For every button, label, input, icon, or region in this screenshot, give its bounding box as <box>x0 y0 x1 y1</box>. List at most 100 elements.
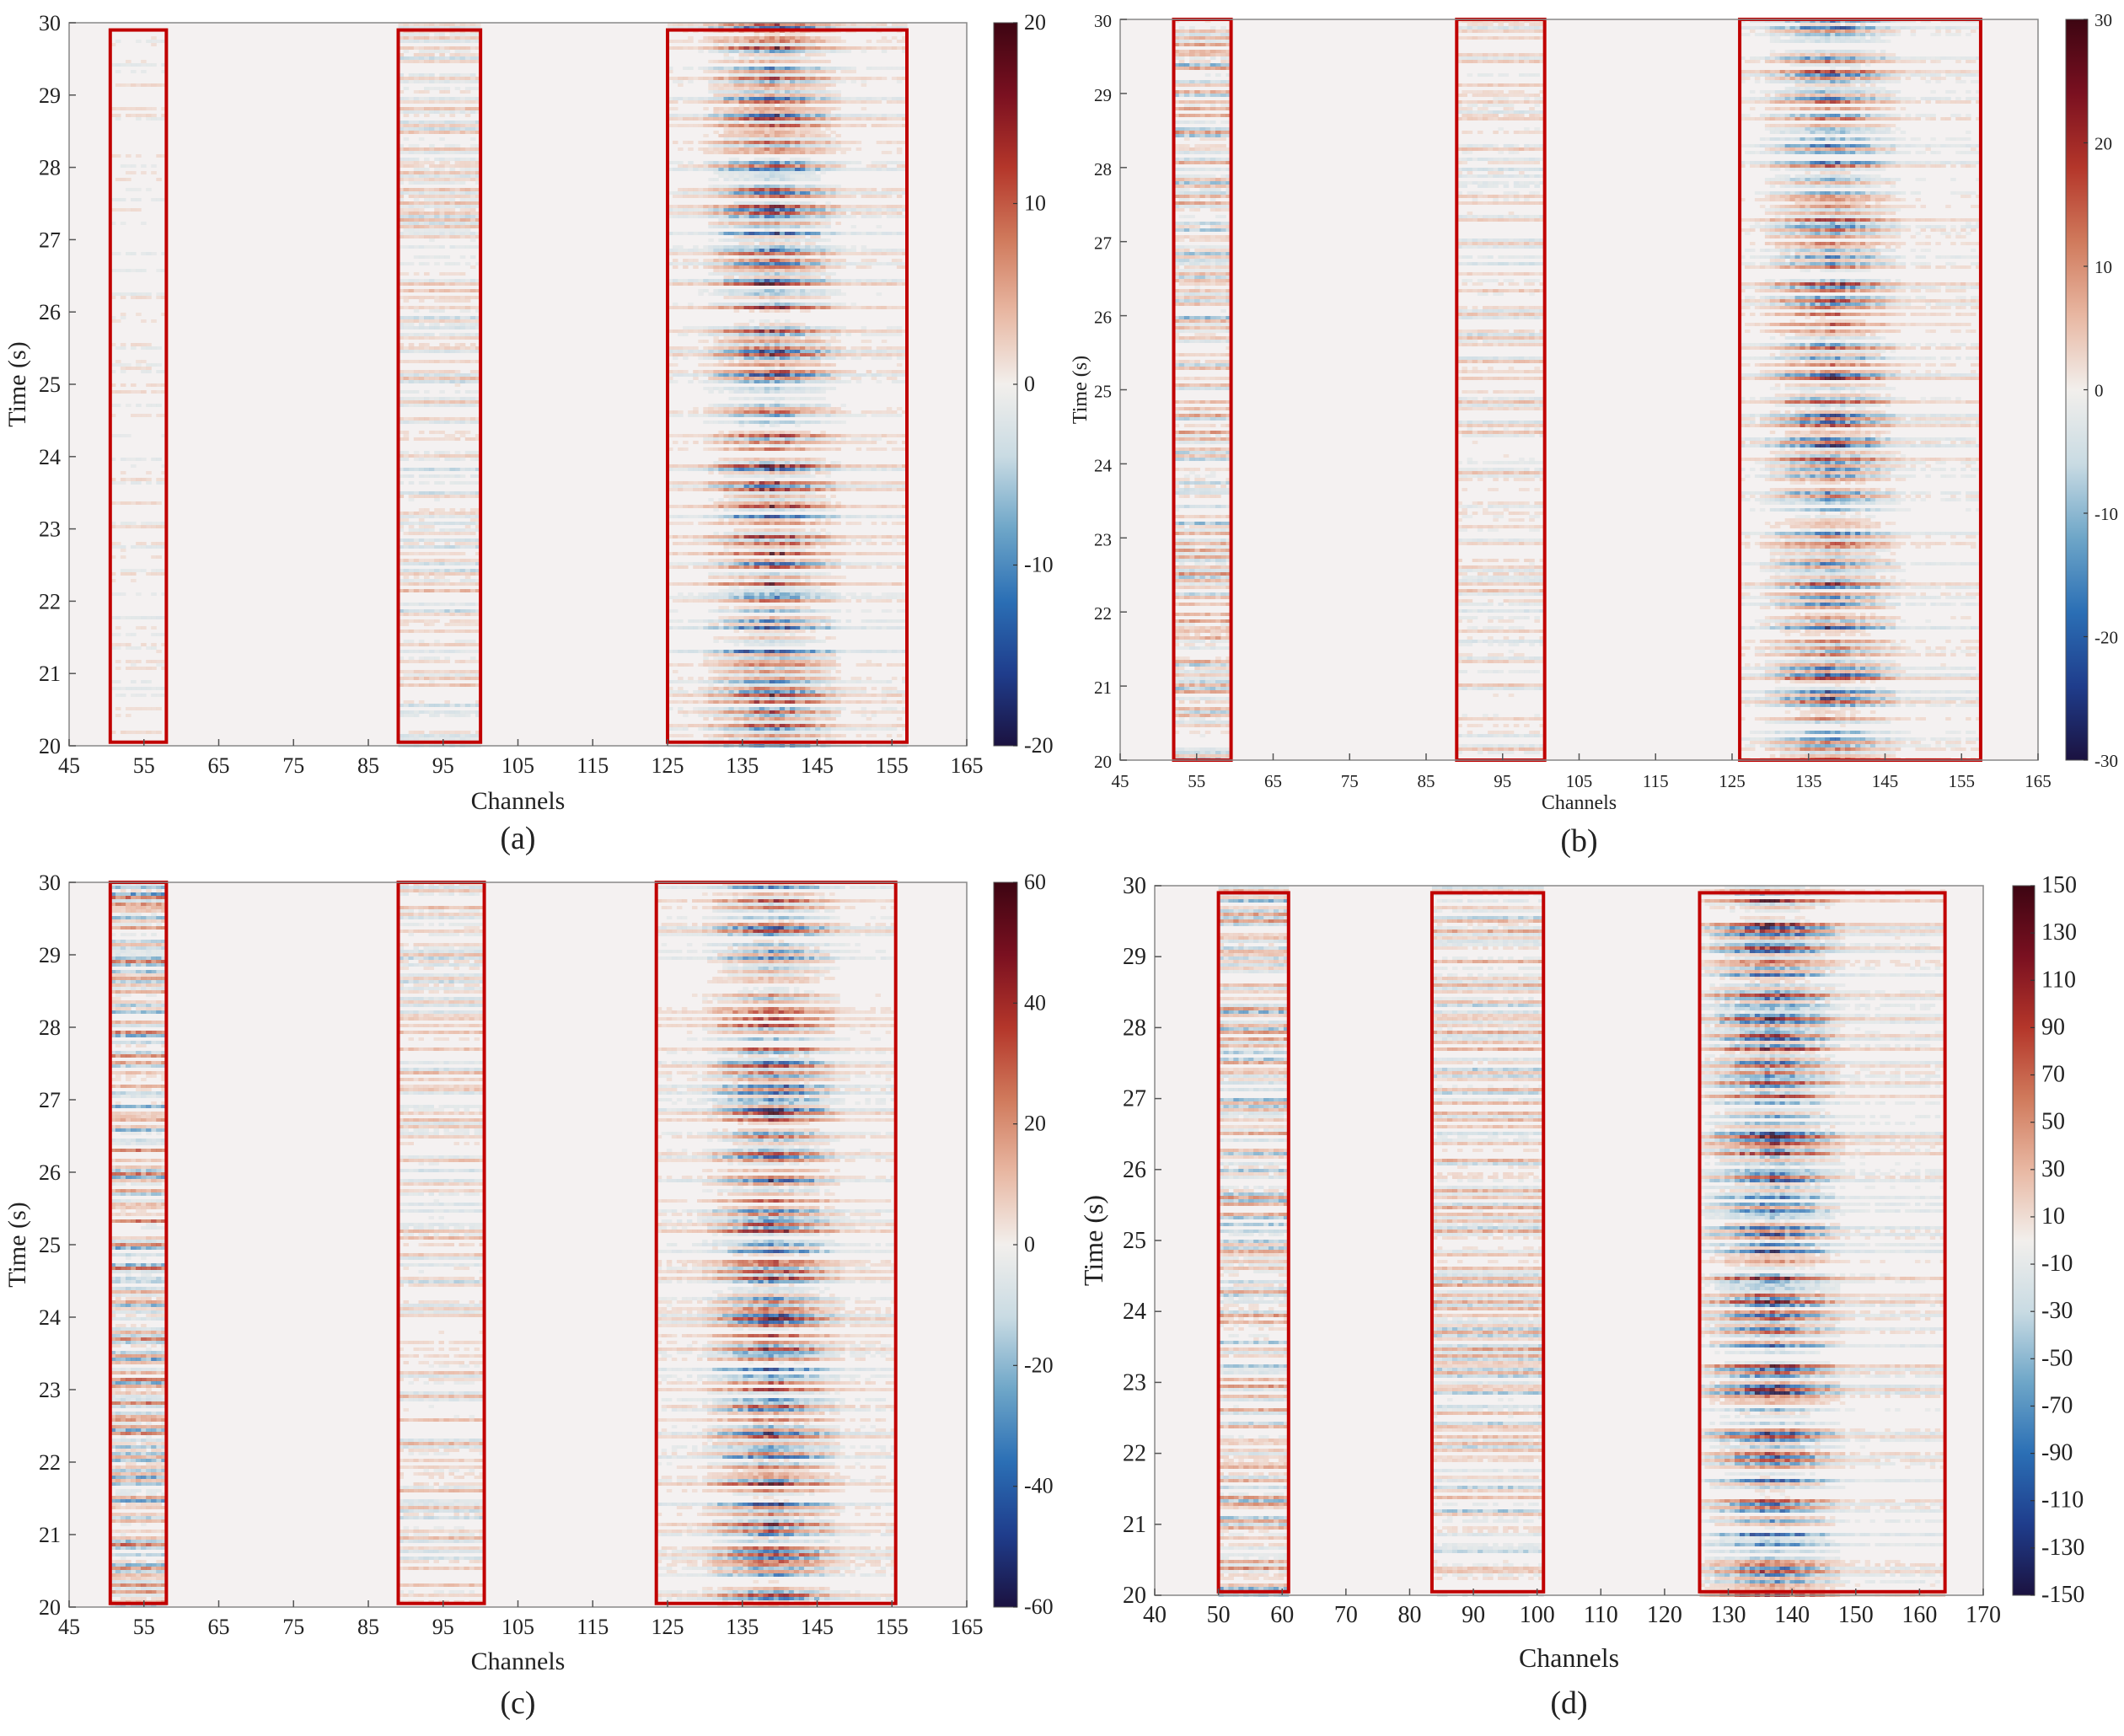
heatmap-cell <box>434 33 440 36</box>
heatmap-cell <box>465 309 471 313</box>
heatmap-cell <box>429 87 435 90</box>
heatmap-cell <box>424 545 430 549</box>
heatmap-cell <box>404 737 410 741</box>
heatmap-cell <box>460 46 466 50</box>
heatmap-cell <box>136 188 142 191</box>
heatmap-cell <box>470 282 476 286</box>
heatmap-cell <box>424 178 430 181</box>
heatmap-cell <box>455 522 461 525</box>
heatmap-cell <box>444 77 450 80</box>
heatmap-cell <box>470 60 476 63</box>
heatmap-cell <box>887 67 893 70</box>
heatmap-cell <box>409 650 415 653</box>
heatmap-cell <box>703 100 709 104</box>
heatmap-cell <box>465 630 471 633</box>
heatmap-cell <box>460 630 466 633</box>
heatmap-cell <box>465 673 471 677</box>
heatmap-cell <box>419 552 425 555</box>
heatmap-cell <box>439 538 445 542</box>
heatmap-cell <box>770 60 775 63</box>
heatmap-cell <box>460 542 466 545</box>
heatmap-cell <box>708 46 714 50</box>
heatmap-cell <box>151 616 157 619</box>
heatmap-cell <box>465 114 471 117</box>
heatmap-cell <box>775 36 780 40</box>
heatmap-cell <box>146 188 152 191</box>
heatmap-cell <box>846 67 852 70</box>
heatmap-cell <box>744 70 750 73</box>
heatmap-cell <box>419 222 425 225</box>
heatmap-cell <box>749 43 755 46</box>
heatmap-cell <box>460 380 466 383</box>
heatmap-cell <box>739 100 745 104</box>
heatmap-cell <box>151 63 157 67</box>
heatmap-cell <box>409 316 415 319</box>
heatmap-cell <box>810 94 816 97</box>
heatmap-cell <box>897 117 903 121</box>
heatmap-cell <box>729 80 735 83</box>
heatmap-cell <box>465 589 471 592</box>
heatmap-cell <box>439 630 445 633</box>
heatmap-cell <box>770 110 775 114</box>
heatmap-cell <box>424 110 430 114</box>
heatmap-cell <box>434 552 440 555</box>
heatmap-cell <box>455 569 461 572</box>
heatmap-cell <box>470 265 476 269</box>
heatmap-cell <box>450 731 456 734</box>
heatmap-cell <box>795 90 801 94</box>
heatmap-cell <box>409 289 415 292</box>
heatmap-cell <box>470 178 476 181</box>
heatmap-cell <box>126 667 131 670</box>
heatmap-cell <box>713 117 719 121</box>
heatmap-cell <box>455 421 461 424</box>
heatmap-cell <box>455 319 461 323</box>
heatmap-cell <box>419 174 425 178</box>
heatmap-cell <box>444 380 450 383</box>
heatmap-cell <box>683 77 689 80</box>
heatmap-cell <box>429 181 435 185</box>
heatmap-cell <box>739 50 745 53</box>
heatmap-cell <box>724 77 730 80</box>
heatmap-cell <box>414 40 420 43</box>
heatmap-cell <box>450 528 456 532</box>
heatmap-cell <box>414 215 420 218</box>
heatmap-cell <box>121 363 126 367</box>
heatmap-cell <box>419 56 425 60</box>
heatmap-cell <box>780 70 786 73</box>
heatmap-cell <box>121 592 126 596</box>
heatmap-cell <box>460 245 466 249</box>
heatmap-cell <box>414 582 420 586</box>
heatmap-cell <box>439 572 445 576</box>
heatmap-cell <box>764 43 770 46</box>
heatmap-cell <box>419 656 425 660</box>
heatmap-cell <box>450 178 456 181</box>
heatmap-cell <box>470 630 476 633</box>
heatmap-cell <box>729 60 735 63</box>
heatmap-cell <box>414 619 420 623</box>
heatmap-cell <box>872 117 877 121</box>
heatmap-cell <box>734 87 740 90</box>
heatmap-cell <box>414 734 420 737</box>
heatmap-cell <box>444 50 450 53</box>
heatmap-cell <box>404 518 410 522</box>
heatmap-cell <box>450 650 456 653</box>
heatmap-cell <box>470 147 476 151</box>
heatmap-cell <box>434 107 440 110</box>
heatmap-cell <box>429 670 435 673</box>
heatmap-cell <box>131 198 137 201</box>
heatmap-cell <box>444 131 450 134</box>
heatmap-cell <box>729 56 735 60</box>
heatmap-cell <box>414 235 420 238</box>
heatmap-cell <box>434 296 440 299</box>
heatmap-cell <box>450 613 456 616</box>
heatmap-cell <box>419 235 425 238</box>
heatmap-cell <box>404 323 410 326</box>
heatmap-cell <box>734 97 740 100</box>
heatmap-cell <box>790 56 796 60</box>
heatmap-cell <box>444 417 450 421</box>
heatmap-cell <box>856 46 862 50</box>
heatmap-cell <box>460 73 466 77</box>
heatmap-cell <box>409 235 415 238</box>
heatmap-cell <box>419 538 425 542</box>
heatmap-cell <box>724 46 730 50</box>
